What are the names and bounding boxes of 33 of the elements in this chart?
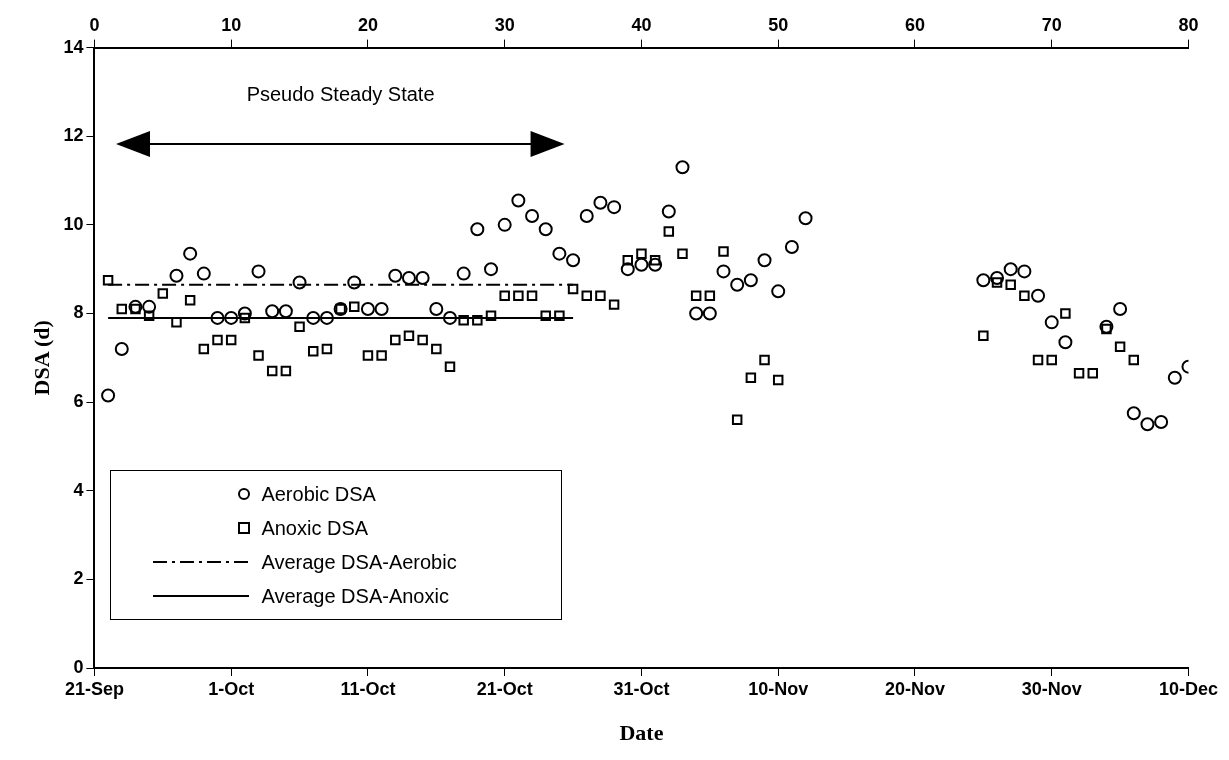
x-tick-label: 1-Oct bbox=[208, 678, 255, 699]
x2-tick-label: 40 bbox=[631, 14, 652, 35]
legend-label: Aerobic DSA bbox=[261, 482, 376, 506]
y-tick-label: 8 bbox=[73, 302, 84, 323]
x2-tick-label: 20 bbox=[357, 14, 378, 35]
legend-label: Average DSA-Anoxic bbox=[261, 584, 449, 608]
x2-tick-label: 50 bbox=[768, 14, 789, 35]
annotation: Pseudo Steady State bbox=[246, 83, 435, 106]
x2-tick-label: 80 bbox=[1178, 14, 1199, 35]
x2-tick-label: 0 bbox=[89, 14, 100, 35]
x-tick-label: 31-Oct bbox=[613, 678, 670, 699]
y-tick-label: 6 bbox=[73, 391, 84, 412]
x-tick-label: 10-Dec bbox=[1158, 678, 1219, 699]
x-tick-label: 30-Nov bbox=[1021, 678, 1082, 699]
x-tick-label: 21-Oct bbox=[476, 678, 533, 699]
x2-tick-label: 70 bbox=[1041, 14, 1062, 35]
legend-label: Average DSA-Aerobic bbox=[261, 550, 457, 574]
x-tick-label: 10-Nov bbox=[748, 678, 809, 699]
x2-tick-label: 30 bbox=[494, 14, 515, 35]
y-tick-label: 12 bbox=[63, 125, 84, 146]
y-tick-label: 14 bbox=[63, 36, 84, 57]
x2-tick-label: 10 bbox=[221, 14, 242, 35]
y-axis-title: DSA (d) bbox=[28, 320, 54, 396]
y-tick-label: 0 bbox=[73, 656, 84, 677]
y-tick-label: 10 bbox=[63, 213, 84, 234]
x2-tick-label: 60 bbox=[904, 14, 925, 35]
y-tick-label: 4 bbox=[73, 479, 84, 500]
x-tick-label: 21-Sep bbox=[64, 678, 124, 699]
x-tick-label: 11-Oct bbox=[340, 678, 396, 699]
legend-label: Anoxic DSA bbox=[261, 516, 369, 540]
x-axis-title: Date bbox=[619, 720, 664, 746]
y-tick-label: 2 bbox=[73, 568, 84, 589]
x-tick-label: 20-Nov bbox=[884, 678, 945, 699]
